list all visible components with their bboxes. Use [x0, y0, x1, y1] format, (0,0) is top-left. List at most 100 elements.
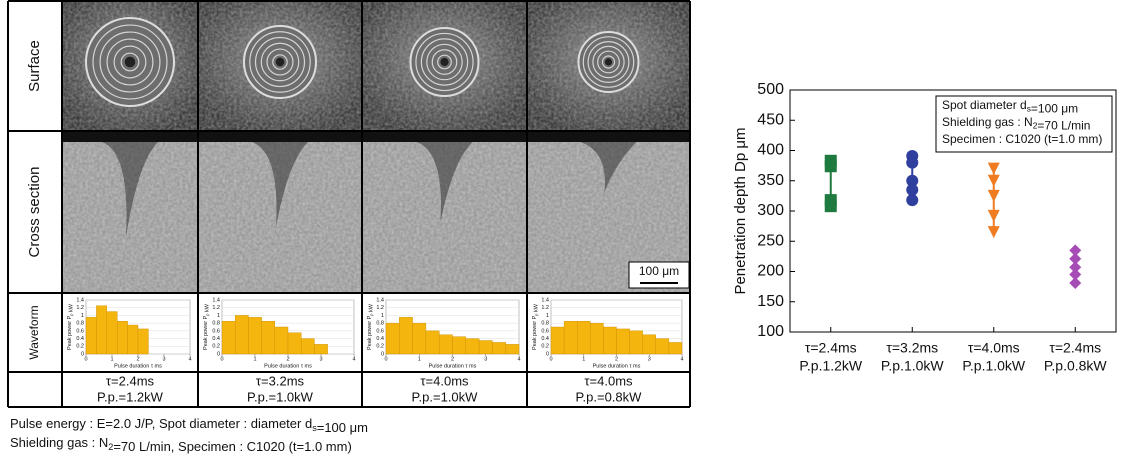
melt-core — [275, 57, 285, 67]
y-tick-label: 0 — [546, 351, 549, 357]
legend-line-part: Specimen : C1020 (t=1.0 mm) — [942, 132, 1102, 146]
bar — [439, 334, 453, 355]
x-tick-sublabel: P.p.1.2kW — [799, 358, 863, 374]
bar — [127, 324, 139, 355]
legend-line: Specimen : C1020 (t=1.0 mm) — [942, 132, 1102, 146]
bar — [221, 321, 236, 355]
y-tick-label: 0 — [217, 351, 220, 357]
scale-bar-label: 100 μm — [639, 264, 679, 278]
bar — [465, 338, 480, 355]
y-axis-label-part: Peak power P — [532, 315, 538, 350]
bar — [261, 321, 276, 355]
x-tick-sublabel: P.p.1.0kW — [962, 358, 1026, 374]
melt-core — [604, 58, 613, 66]
bar — [399, 317, 413, 355]
y-tick-label: 1.4 — [212, 297, 220, 303]
caption-line: Shielding gas : N2=70 L/min, Specimen : … — [10, 435, 352, 454]
melt-ring — [601, 55, 616, 69]
x-axis-label: Pulse duration τ ms — [429, 363, 477, 369]
x-tick-sublabel: P.p.0.8kW — [1044, 358, 1108, 374]
x-tick-label: 1 — [582, 356, 585, 362]
cross-top — [363, 132, 526, 142]
melt-ring — [92, 24, 168, 100]
y-tick-label: 400 — [757, 142, 784, 159]
marker — [1069, 252, 1082, 265]
legend-line-sub: s — [1027, 104, 1031, 114]
bar — [234, 315, 249, 355]
marker — [1069, 268, 1082, 281]
bar — [248, 317, 262, 355]
melt-ring — [266, 48, 294, 76]
y-tick-label: 0.4 — [76, 336, 84, 342]
caption-line-part: =100 μm — [317, 420, 368, 435]
x-tick-label: 0 — [84, 356, 87, 362]
cross-top — [199, 132, 361, 142]
melt-ring — [420, 38, 469, 86]
melt-ring — [592, 45, 625, 79]
y-tick-label: 1 — [81, 313, 84, 319]
y-axis-label: Peak power Pp kW — [532, 303, 540, 350]
bar — [603, 326, 617, 355]
column-label: τ=4.0ms — [420, 373, 469, 388]
weld-bead — [102, 142, 158, 237]
melt-ring — [120, 52, 140, 72]
column-label: P.p.=1.0kW — [412, 389, 479, 404]
y-axis-label-sub: p — [206, 314, 210, 316]
marker — [906, 174, 919, 187]
y-axis-label-part: kW — [369, 303, 375, 313]
y-tick-label: 1.4 — [541, 297, 549, 303]
y-tick-label: 1.2 — [541, 305, 549, 311]
marker — [1069, 261, 1082, 274]
x-tick-label: 2 — [451, 356, 454, 362]
x-tick-label: 0 — [384, 356, 387, 362]
melt-ring — [431, 49, 458, 75]
bar — [629, 330, 643, 355]
weld-bead — [580, 142, 637, 192]
y-tick-label: 0.8 — [376, 321, 384, 327]
melt-ring — [260, 42, 300, 82]
x-tick-label: 3 — [319, 356, 322, 362]
column-label: τ=4.0ms — [584, 373, 633, 388]
y-tick-label: 0.8 — [76, 321, 84, 327]
y-axis-label-part: kW — [69, 303, 75, 313]
melt-ring — [254, 36, 306, 88]
row-label: Cross section — [26, 167, 43, 258]
y-tick-label: 1.4 — [376, 297, 384, 303]
caption-line-part: =70 L/min, Specimen : C1020 (t=1.0 mm) — [113, 439, 351, 454]
marker — [824, 200, 837, 213]
caption-line-sub: 2 — [108, 442, 113, 452]
y-axis-label: Peak power Pp kW — [67, 303, 75, 350]
y-axis-label-part: kW — [205, 303, 211, 313]
caption-line-part: Pulse energy : E=2.0 J/P, Spot diameter … — [10, 416, 312, 431]
y-axis-label-sub: p — [70, 314, 74, 316]
y-tick-label: 450 — [757, 111, 784, 128]
x-tick-label: 3 — [648, 356, 651, 362]
y-tick-label: 0.4 — [376, 336, 384, 342]
x-tick-label: 2 — [136, 356, 139, 362]
melt-ring — [587, 40, 630, 83]
weld-bead — [416, 142, 473, 222]
x-tick-label: 1 — [418, 356, 421, 362]
legend-box — [935, 95, 1113, 153]
x-tick-label: 2 — [615, 356, 618, 362]
y-axis-label-sub: p — [370, 314, 374, 316]
y-axis-label-part: Peak power P — [367, 315, 373, 350]
x-tick-label: 4 — [680, 356, 683, 362]
melt-ring — [597, 50, 620, 74]
column-label: P.p.=1.2kW — [97, 389, 164, 404]
legend-line: Shielding gas : N2=70 L/min — [942, 115, 1090, 133]
caption-line-part: Shielding gas : N — [10, 435, 108, 450]
marker — [906, 183, 919, 196]
x-tick-label: 1 — [253, 356, 256, 362]
marker — [1069, 276, 1082, 289]
bar — [274, 326, 289, 355]
y-tick-label: 1.2 — [212, 305, 220, 311]
y-tick-label: 0 — [381, 351, 384, 357]
y-tick-label: 0 — [81, 351, 84, 357]
x-tick-sublabel: P.p.1.0kW — [881, 358, 945, 374]
melt-ring — [426, 43, 463, 81]
y-tick-label: 1 — [546, 313, 549, 319]
marker — [824, 160, 837, 173]
marker — [987, 162, 1000, 175]
y-axis-label-part: Peak power P — [203, 315, 209, 350]
